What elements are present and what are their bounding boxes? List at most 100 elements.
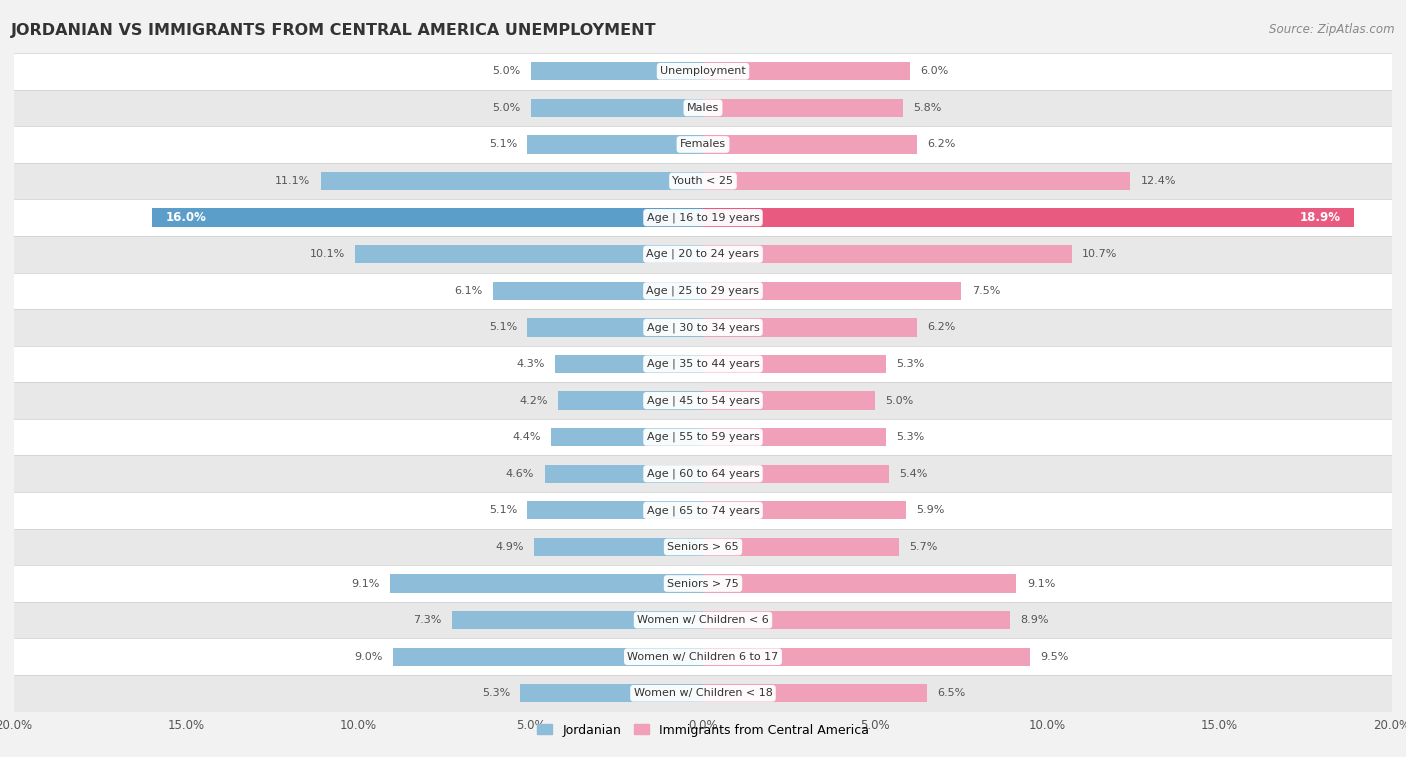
Text: 8.9%: 8.9% — [1019, 615, 1049, 625]
Text: 9.1%: 9.1% — [1026, 578, 1054, 588]
Text: 6.2%: 6.2% — [927, 322, 955, 332]
Bar — [14, 163, 1392, 199]
Text: 6.5%: 6.5% — [938, 688, 966, 698]
Bar — [703, 318, 917, 337]
Bar — [14, 126, 1392, 163]
Bar — [703, 501, 907, 519]
Text: 6.1%: 6.1% — [454, 286, 482, 296]
Bar — [703, 172, 1130, 190]
Text: 5.1%: 5.1% — [489, 506, 517, 516]
Text: 4.3%: 4.3% — [516, 359, 544, 369]
Bar — [703, 647, 1031, 666]
Bar — [703, 282, 962, 300]
Text: 4.9%: 4.9% — [495, 542, 524, 552]
Text: 5.0%: 5.0% — [492, 103, 520, 113]
Text: 9.5%: 9.5% — [1040, 652, 1069, 662]
Bar — [520, 684, 703, 702]
Bar — [527, 136, 703, 154]
Text: 5.3%: 5.3% — [896, 359, 924, 369]
Bar — [544, 465, 703, 483]
Bar — [14, 419, 1392, 456]
Text: 5.3%: 5.3% — [896, 432, 924, 442]
Text: 5.0%: 5.0% — [492, 67, 520, 76]
Bar — [152, 208, 703, 227]
Text: Women w/ Children 6 to 17: Women w/ Children 6 to 17 — [627, 652, 779, 662]
Bar — [494, 282, 703, 300]
Text: 4.2%: 4.2% — [519, 396, 548, 406]
Bar — [531, 98, 703, 117]
Text: Women w/ Children < 6: Women w/ Children < 6 — [637, 615, 769, 625]
Text: Age | 60 to 64 years: Age | 60 to 64 years — [647, 469, 759, 479]
Text: 5.1%: 5.1% — [489, 322, 517, 332]
Text: 11.1%: 11.1% — [276, 176, 311, 186]
Bar — [14, 602, 1392, 638]
Text: 7.3%: 7.3% — [413, 615, 441, 625]
Bar — [703, 391, 875, 410]
Bar — [14, 199, 1392, 236]
Bar — [703, 62, 910, 80]
Bar — [551, 428, 703, 447]
Text: Females: Females — [681, 139, 725, 149]
Text: Source: ZipAtlas.com: Source: ZipAtlas.com — [1270, 23, 1395, 36]
Bar — [703, 537, 900, 556]
Bar — [527, 501, 703, 519]
Text: 7.5%: 7.5% — [972, 286, 1000, 296]
Bar — [14, 528, 1392, 565]
Text: Youth < 25: Youth < 25 — [672, 176, 734, 186]
Bar — [531, 62, 703, 80]
Text: 4.4%: 4.4% — [513, 432, 541, 442]
Bar — [703, 684, 927, 702]
Bar — [321, 172, 703, 190]
Text: 5.7%: 5.7% — [910, 542, 938, 552]
Bar — [14, 89, 1392, 126]
Bar — [14, 456, 1392, 492]
Text: Age | 45 to 54 years: Age | 45 to 54 years — [647, 395, 759, 406]
Bar — [14, 675, 1392, 712]
Text: 5.0%: 5.0% — [886, 396, 914, 406]
Bar — [14, 638, 1392, 675]
Text: 5.8%: 5.8% — [912, 103, 942, 113]
Text: 9.0%: 9.0% — [354, 652, 382, 662]
Bar — [558, 391, 703, 410]
Text: 18.9%: 18.9% — [1299, 211, 1340, 224]
Text: 12.4%: 12.4% — [1140, 176, 1175, 186]
Bar — [14, 236, 1392, 273]
Text: Age | 25 to 29 years: Age | 25 to 29 years — [647, 285, 759, 296]
Text: 10.7%: 10.7% — [1083, 249, 1118, 259]
Text: 5.1%: 5.1% — [489, 139, 517, 149]
Text: Unemployment: Unemployment — [661, 67, 745, 76]
Text: Males: Males — [688, 103, 718, 113]
Legend: Jordanian, Immigrants from Central America: Jordanian, Immigrants from Central Ameri… — [533, 718, 873, 742]
Bar — [534, 537, 703, 556]
Bar — [703, 98, 903, 117]
Bar — [389, 575, 703, 593]
Bar — [392, 647, 703, 666]
Text: Age | 16 to 19 years: Age | 16 to 19 years — [647, 213, 759, 223]
Bar — [703, 575, 1017, 593]
Bar — [555, 355, 703, 373]
Text: 10.1%: 10.1% — [309, 249, 344, 259]
Bar — [14, 273, 1392, 309]
Text: Age | 20 to 24 years: Age | 20 to 24 years — [647, 249, 759, 260]
Bar — [703, 428, 886, 447]
Text: JORDANIAN VS IMMIGRANTS FROM CENTRAL AMERICA UNEMPLOYMENT: JORDANIAN VS IMMIGRANTS FROM CENTRAL AME… — [11, 23, 657, 38]
Text: Age | 30 to 34 years: Age | 30 to 34 years — [647, 322, 759, 332]
Text: 6.0%: 6.0% — [920, 67, 948, 76]
Text: 5.4%: 5.4% — [900, 469, 928, 478]
Text: 5.3%: 5.3% — [482, 688, 510, 698]
Bar — [14, 492, 1392, 528]
Text: Seniors > 65: Seniors > 65 — [668, 542, 738, 552]
Text: 16.0%: 16.0% — [166, 211, 207, 224]
Bar — [14, 346, 1392, 382]
Bar — [703, 465, 889, 483]
Bar — [703, 208, 1354, 227]
Bar — [451, 611, 703, 629]
Bar — [703, 355, 886, 373]
Text: 4.6%: 4.6% — [506, 469, 534, 478]
Bar — [356, 245, 703, 263]
Text: Age | 55 to 59 years: Age | 55 to 59 years — [647, 432, 759, 442]
Text: Seniors > 75: Seniors > 75 — [666, 578, 740, 588]
Bar — [703, 136, 917, 154]
Text: Women w/ Children < 18: Women w/ Children < 18 — [634, 688, 772, 698]
Bar — [14, 382, 1392, 419]
